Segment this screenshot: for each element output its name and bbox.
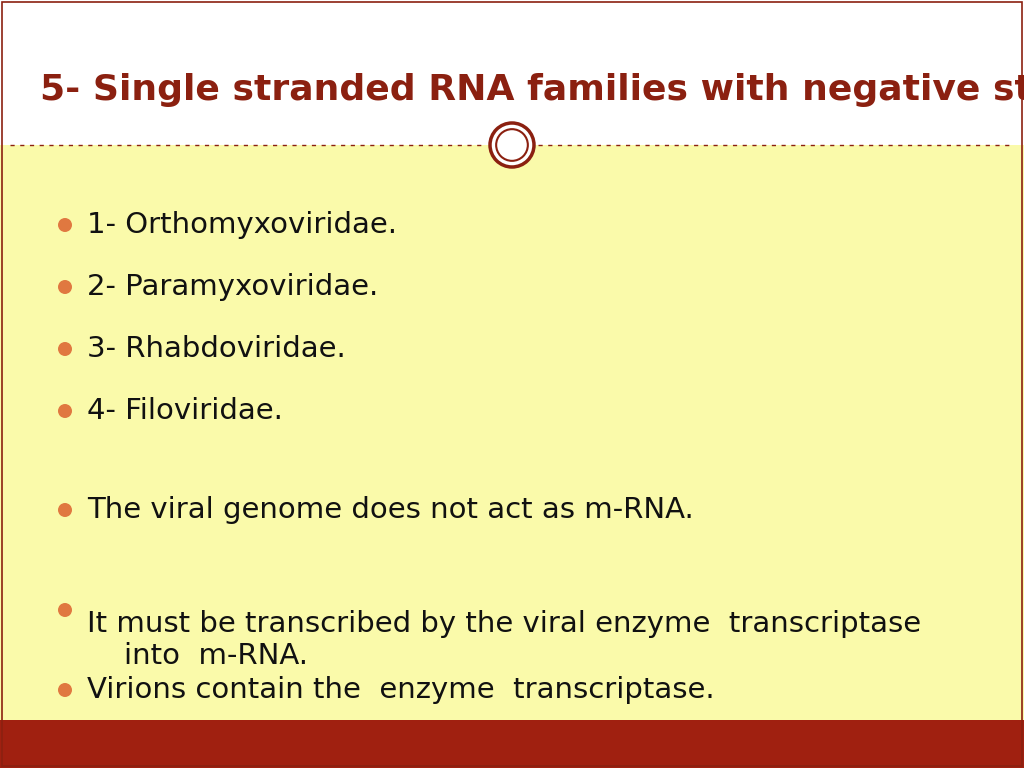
Circle shape <box>490 123 534 167</box>
Circle shape <box>58 503 72 517</box>
Circle shape <box>58 342 72 356</box>
Circle shape <box>497 129 527 161</box>
Text: 2- Paramyxoviridae.: 2- Paramyxoviridae. <box>87 273 378 301</box>
Circle shape <box>58 218 72 232</box>
Bar <box>0 720 1024 768</box>
Text: 4- Filoviridae.: 4- Filoviridae. <box>87 397 283 425</box>
Text: Virions contain the  enzyme  transcriptase.: Virions contain the enzyme transcriptase… <box>87 676 715 704</box>
Bar <box>0 145 1024 720</box>
Text: The viral genome does not act as m-RNA.: The viral genome does not act as m-RNA. <box>87 496 693 524</box>
Circle shape <box>58 280 72 294</box>
Text: 3- Rhabdoviridae.: 3- Rhabdoviridae. <box>87 335 346 363</box>
Text: 5- Single stranded RNA families with negative strands: 5- Single stranded RNA families with neg… <box>40 73 1024 107</box>
Circle shape <box>58 404 72 418</box>
Circle shape <box>58 603 72 617</box>
Circle shape <box>58 683 72 697</box>
Text: It must be transcribed by the viral enzyme  transcriptase
    into  m-RNA.: It must be transcribed by the viral enzy… <box>87 610 922 670</box>
Text: 1- Orthomyxoviridae.: 1- Orthomyxoviridae. <box>87 211 397 239</box>
